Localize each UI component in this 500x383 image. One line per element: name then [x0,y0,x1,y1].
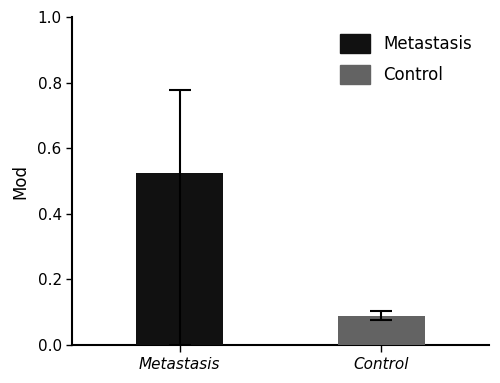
Legend: Metastasis, Control: Metastasis, Control [332,25,480,92]
Y-axis label: Mod: Mod [11,164,29,199]
Bar [338,316,425,345]
Bar [136,173,224,345]
